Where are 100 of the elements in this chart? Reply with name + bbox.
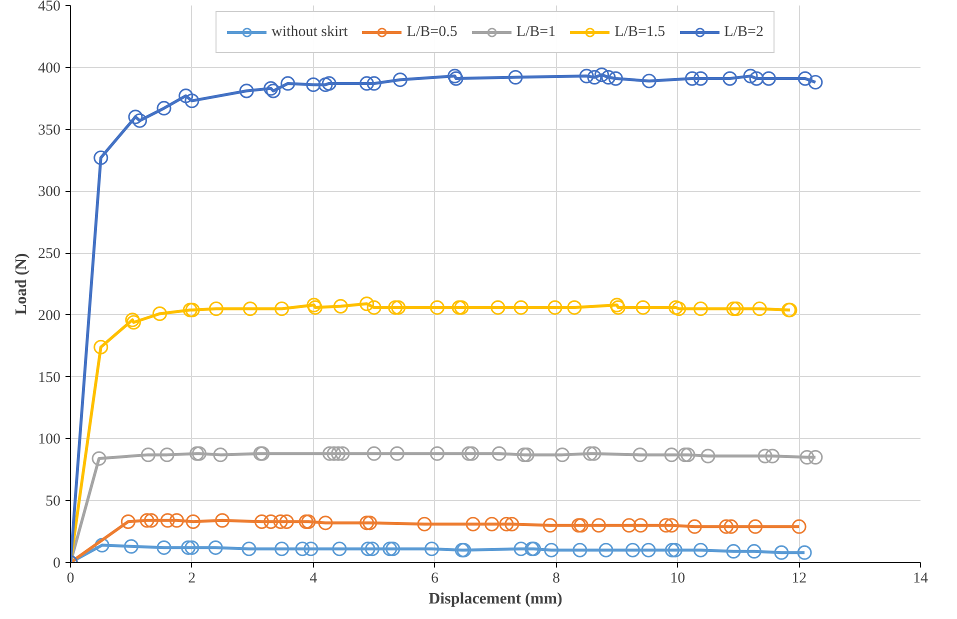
point — [633, 518, 648, 533]
y-tick-label: 150 — [38, 370, 60, 386]
point — [330, 446, 346, 461]
point — [722, 71, 738, 86]
point — [636, 300, 650, 315]
x-tick-label: 10 — [670, 570, 686, 586]
point — [726, 544, 741, 559]
point — [642, 74, 656, 88]
point — [178, 88, 194, 104]
point — [326, 446, 342, 461]
point — [279, 514, 294, 529]
point — [94, 150, 108, 166]
legend-label: without skirt — [272, 24, 348, 40]
legend-label: L/B=1 — [516, 24, 556, 40]
point — [542, 518, 558, 533]
point — [242, 301, 258, 316]
point — [186, 514, 200, 529]
point — [120, 514, 136, 529]
point — [390, 446, 404, 461]
point — [386, 542, 400, 556]
point — [144, 513, 159, 528]
x-tick-label: 12 — [792, 570, 807, 586]
point — [544, 542, 559, 558]
x-tick-label: 4 — [310, 570, 318, 586]
point — [490, 300, 506, 315]
point — [748, 519, 763, 534]
point — [430, 446, 445, 461]
point — [504, 516, 520, 532]
y-tick-label: 400 — [38, 60, 60, 76]
point — [242, 542, 256, 556]
point — [798, 71, 812, 86]
point — [746, 544, 762, 559]
point — [180, 540, 196, 555]
point — [520, 448, 534, 462]
point — [672, 301, 686, 316]
point — [516, 448, 532, 462]
point — [567, 300, 582, 315]
point — [668, 300, 684, 315]
point — [362, 516, 378, 530]
legend-label: L/B=1.5 — [614, 24, 666, 40]
point — [729, 301, 744, 316]
point — [484, 516, 500, 532]
point — [306, 77, 321, 92]
point — [554, 448, 570, 462]
point — [492, 446, 506, 461]
point — [273, 514, 288, 529]
point — [318, 516, 333, 530]
point — [333, 298, 348, 314]
point — [318, 77, 333, 92]
x-tick-label: 6 — [431, 570, 440, 586]
point — [160, 448, 174, 462]
point — [800, 450, 814, 465]
point — [792, 519, 806, 534]
point — [184, 94, 200, 108]
point — [758, 448, 772, 464]
y-axis-title: Load (N) — [13, 253, 30, 315]
point — [594, 68, 610, 82]
point — [140, 448, 156, 462]
point — [364, 542, 380, 556]
point — [514, 542, 528, 556]
point — [360, 542, 376, 556]
point — [658, 518, 674, 533]
point — [94, 340, 108, 354]
point — [765, 448, 780, 464]
point — [622, 518, 636, 533]
legend-label: L/B=2 — [724, 24, 764, 40]
point — [156, 100, 172, 116]
point — [601, 70, 616, 85]
point — [214, 513, 230, 528]
point — [499, 516, 514, 532]
point — [208, 540, 223, 555]
y-tick-label: 250 — [38, 246, 60, 262]
point — [693, 71, 708, 86]
point — [743, 68, 758, 84]
point — [664, 518, 679, 533]
point — [466, 516, 480, 532]
point — [808, 74, 823, 90]
point — [184, 540, 200, 555]
point — [152, 306, 168, 321]
point — [366, 76, 382, 91]
point — [718, 519, 734, 534]
point — [359, 76, 374, 91]
point — [359, 296, 374, 312]
y-tick-label: 450 — [38, 0, 60, 14]
point — [92, 451, 106, 466]
point — [264, 514, 278, 529]
point — [424, 542, 440, 556]
point — [208, 301, 224, 316]
point — [678, 448, 692, 462]
point — [598, 542, 614, 558]
point — [169, 513, 184, 528]
point — [668, 542, 683, 558]
point — [625, 542, 640, 558]
point — [156, 540, 172, 555]
point — [664, 448, 679, 462]
point — [687, 519, 702, 534]
point — [132, 113, 148, 128]
point — [391, 300, 406, 315]
point — [797, 545, 812, 560]
point — [274, 301, 290, 316]
